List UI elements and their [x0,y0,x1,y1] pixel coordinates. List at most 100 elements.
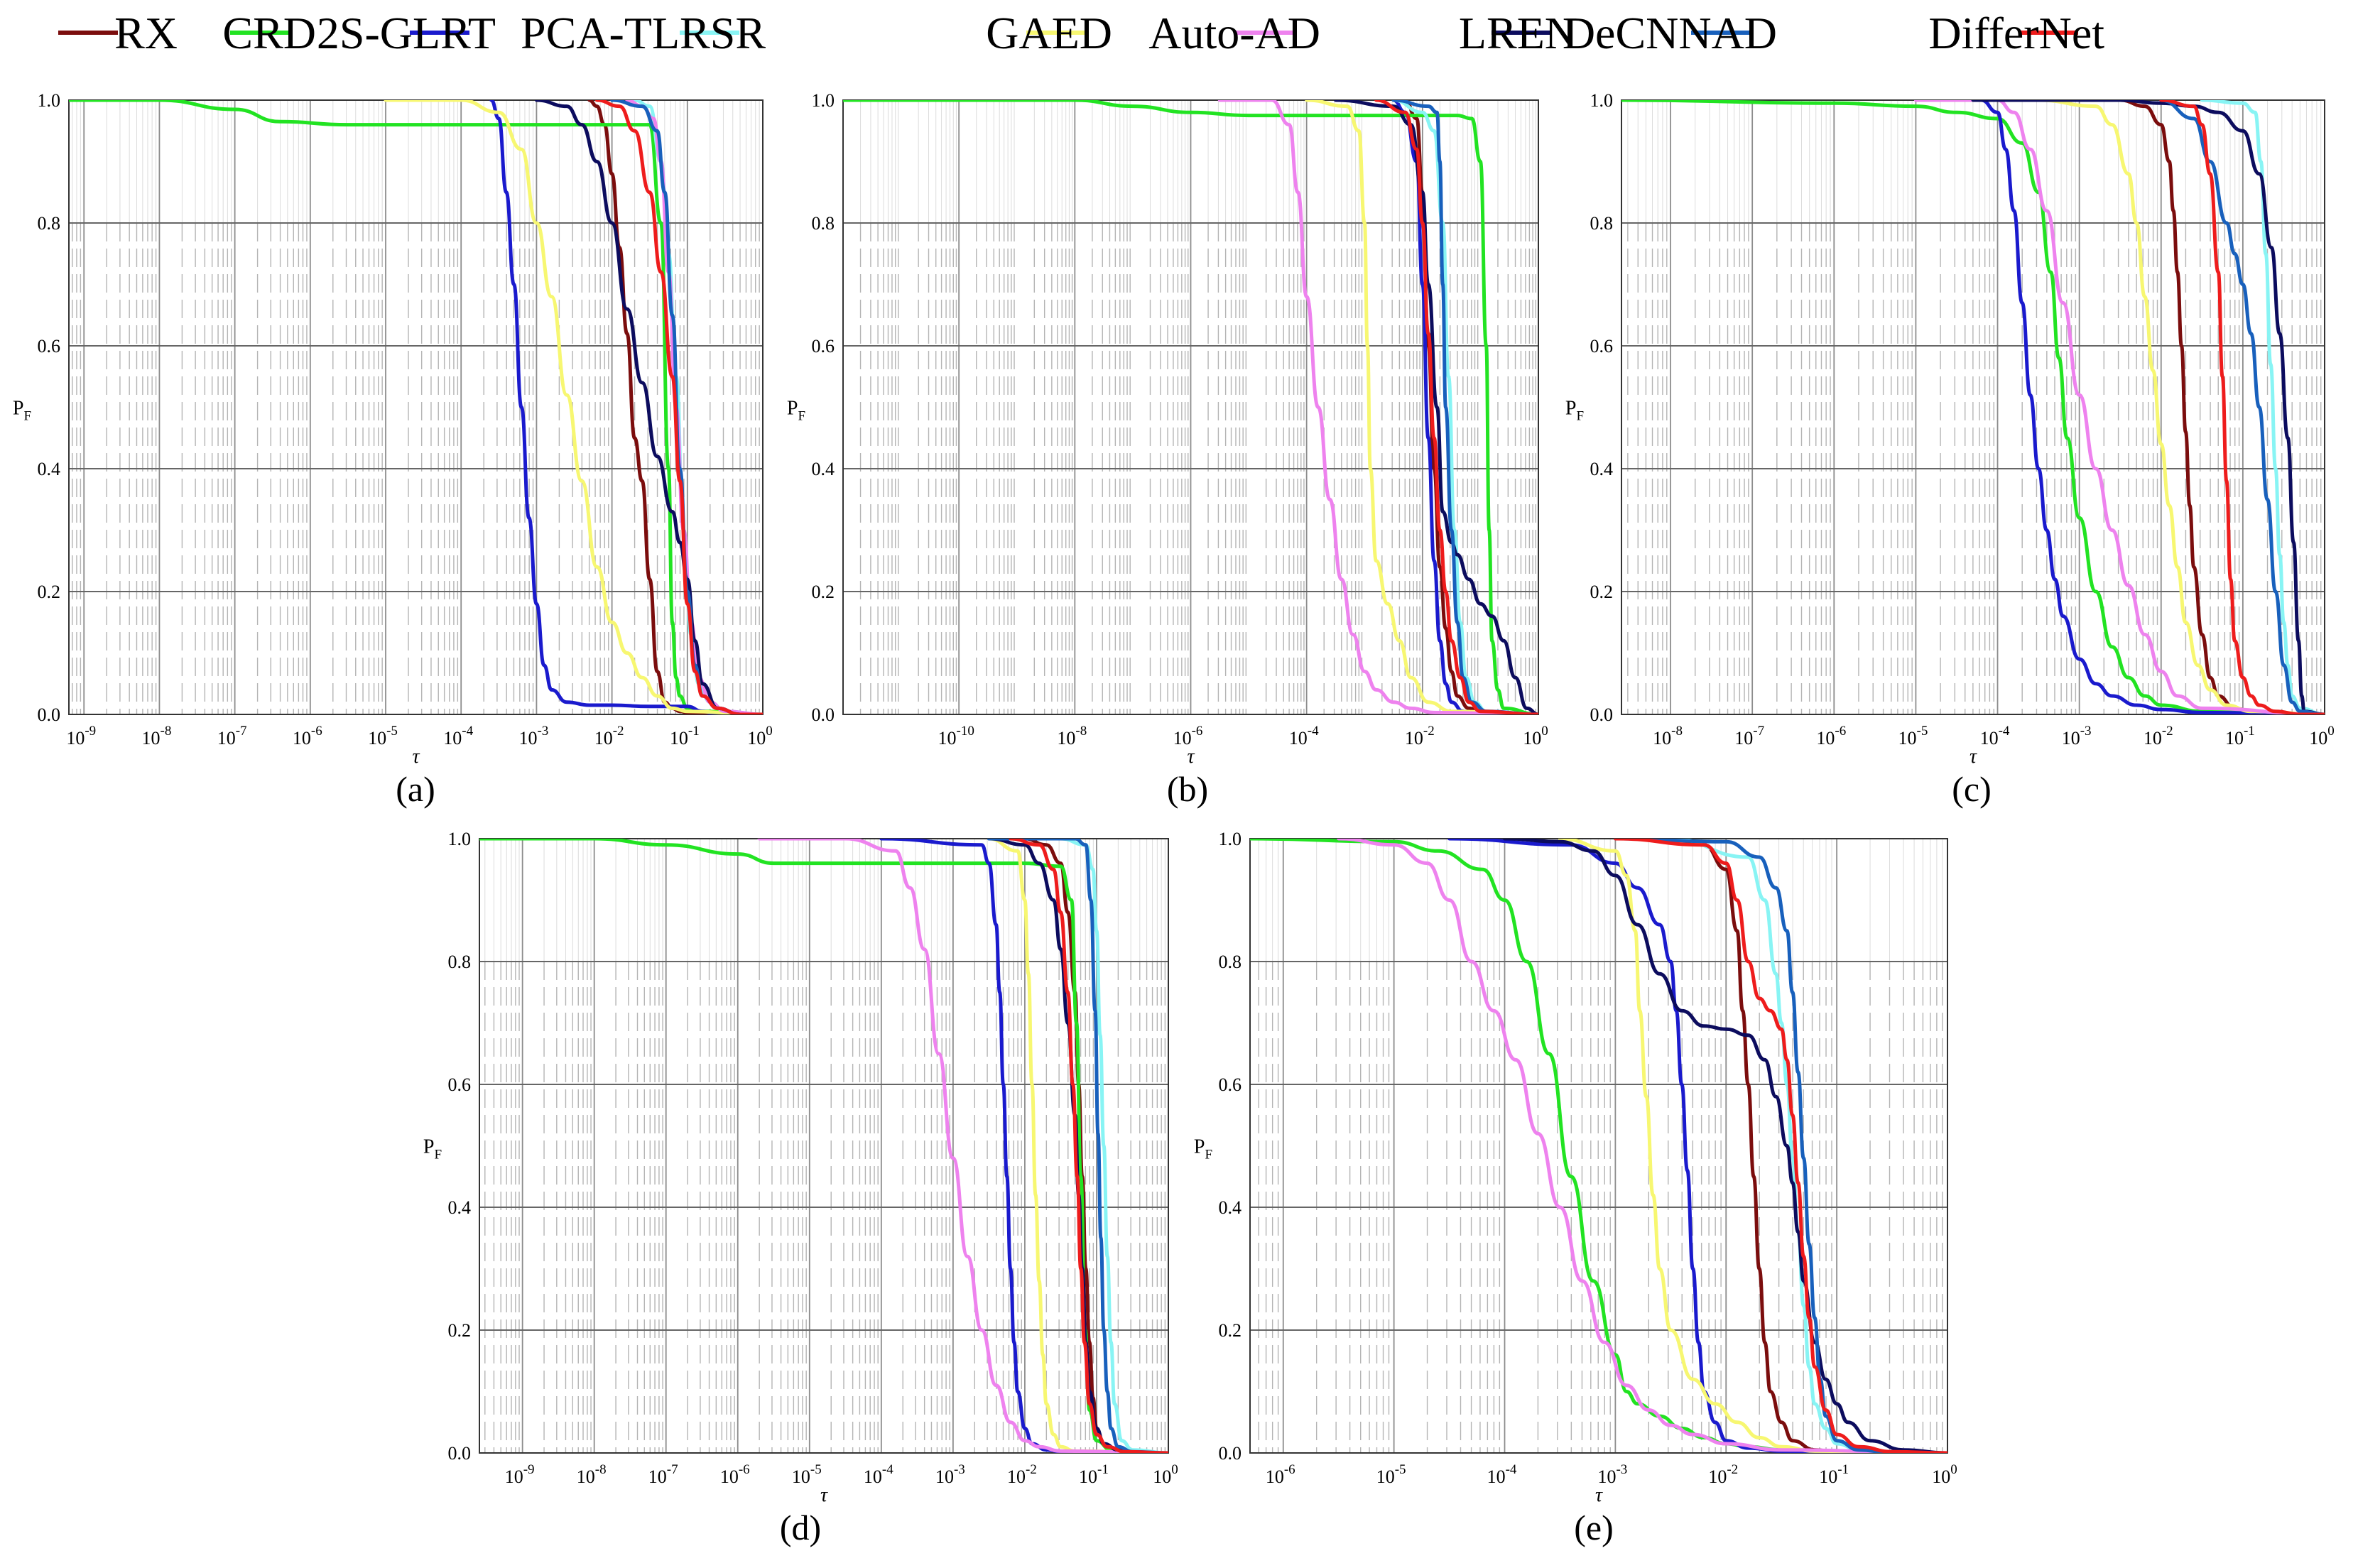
panels: 0.00.20.40.60.81.010-9 10-8 10-7 10-6 10-5 10… [13,90,2335,1547]
series-line-gaed [1305,100,1538,714]
series-line-differnet [2159,100,2325,714]
x-tick-label: 10-8 [1653,724,1683,748]
x-axis-label: τ [1595,1484,1603,1506]
x-tick-label: 10-2 [1405,724,1435,748]
major-grid [69,100,763,714]
series-line-crd [843,100,1538,714]
series-line-pca-tlrsr [1058,839,1168,1453]
series-line-pca-tlrsr [2200,100,2325,714]
panel-label: (c) [1952,769,1992,809]
y-tick-label: 0.8 [448,952,472,972]
y-tick-label: 1.0 [812,90,835,111]
legend-label-crd: CRD [222,8,316,58]
series-line-differnet [1613,839,1947,1453]
y-tick-label: 0.8 [812,213,835,234]
panel-label: (d) [780,1508,821,1547]
major-grid [1621,100,2325,714]
y-tick-label: 1.0 [1219,829,1242,849]
series-group [1250,839,1947,1453]
series-line-auto-ad [1217,100,1538,714]
legend: RX CRD 2S-GLRT PCA-TLRSR GAED Auto-AD LRENDeCN… [58,8,2104,58]
series-line-crd [69,100,763,714]
series-group [1621,100,2325,714]
panel-label: (a) [396,769,435,809]
series-line-auto-ad [1913,100,2325,714]
chart-panel-b: 0.00.20.40.60.81.010-10 10-8 10-6 10-4 10-2 1… [787,90,1548,809]
series-line-auto-ad [1337,839,1947,1453]
series-line-differnet [1374,100,1538,714]
x-axis-label: τ [412,746,420,768]
chart-panel-a: 0.00.20.40.60.81.010-9 10-8 10-7 10-6 10-5 10… [13,90,773,809]
x-tick-label: 10-5 [1898,724,1928,748]
series-group [69,100,763,714]
y-tick-label: 0.0 [448,1443,472,1464]
x-tick-label: 10-2 [1708,1462,1738,1487]
series-line-2s-glrt [489,100,763,714]
y-tick-label: 0.0 [812,704,835,725]
y-tick-label: 0.2 [448,1320,472,1341]
series-line-differnet [1009,839,1168,1453]
x-axis-label: τ [820,1484,828,1506]
series-line-differnet [594,100,763,714]
chart-panel-c: 0.00.20.40.60.81.010-8 10-7 10-6 10-5 10-4 10… [1565,90,2335,809]
y-tick-label: 1.0 [38,90,61,111]
y-tick-label: 0.4 [812,459,835,479]
series-line-decnnad [1613,839,1947,1453]
chart-panel-d: 0.00.20.40.60.81.010-9 10-8 10-7 10-6 10-5 10… [423,829,1178,1547]
series-line-auto-ad [757,839,1168,1453]
y-tick-label: 0.4 [1219,1197,1242,1218]
y-tick-label: 0.0 [1219,1443,1242,1464]
major-grid [1250,839,1947,1453]
series-line-gaed [384,100,763,714]
series-line-crd [1621,100,2325,714]
series-line-2s-glrt [1979,100,2325,714]
y-tick-label: 0.8 [1590,213,1614,234]
series-line-lren [534,100,763,714]
legend-label-rx: RX [114,8,178,58]
y-tick-label: 1.0 [448,829,472,849]
y-tick-label: 0.0 [1590,704,1614,725]
y-tick-label: 1.0 [1590,90,1614,111]
y-tick-label: 0.6 [1219,1074,1242,1095]
series-line-gaed [987,839,1168,1453]
y-tick-label: 0.4 [38,459,61,479]
x-tick-label: 100 [1153,1462,1178,1487]
x-tick-label: 10-9 [505,1462,535,1487]
legend-label-differnet: DifferNet [1928,8,2104,58]
plot-frame [842,99,1539,715]
y-tick-label: 0.4 [448,1197,472,1218]
series-line-decnnad [987,839,1168,1453]
x-tick-label: 10-4 [1487,1462,1517,1487]
series-line-lren [1503,839,1947,1453]
series-line-gaed [2036,100,2325,714]
plot-frame [1249,838,1948,1454]
major-grid [479,839,1168,1453]
legend-label-decnnad: DeCNNAD [1563,8,1777,58]
series-group [479,839,1168,1453]
series-line-decnnad [2159,100,2325,714]
x-axis-label: τ [1187,746,1195,768]
x-axis-label: τ [1969,746,1977,768]
x-tick-label: 10-9 [66,724,96,748]
y-tick-label: 0.4 [1590,459,1614,479]
x-tick-label: 10-2 [1007,1462,1037,1487]
y-tick-label: 0.0 [38,704,61,725]
y-tick-label: 0.2 [812,582,835,602]
panel-label: (b) [1167,769,1208,809]
y-tick-label: 0.8 [38,213,61,234]
x-tick-label: 10-6 [1266,1462,1295,1487]
y-tick-label: 0.6 [448,1074,472,1095]
legend-label-2s-glrt: 2S-GLRT [317,8,496,58]
chart-panel-e: 0.00.20.40.60.81.010-6 10-5 10-4 10-3 10-2 10… [1194,829,1957,1547]
y-tick-label: 0.2 [1590,582,1614,602]
y-tick-label: 0.6 [812,336,835,356]
panel-label: (e) [1574,1508,1614,1547]
legend-label-auto-ad: Auto-AD [1148,8,1320,58]
y-tick-label: 0.8 [1219,952,1242,972]
legend-label-lren: LREN [1459,8,1577,58]
legend-label-gaed: GAED [986,8,1112,58]
y-tick-label: 0.6 [1590,336,1614,356]
x-tick-label: 10-3 [935,1462,965,1487]
legend-label-pca-tlrsr: PCA-TLRSR [521,8,766,58]
